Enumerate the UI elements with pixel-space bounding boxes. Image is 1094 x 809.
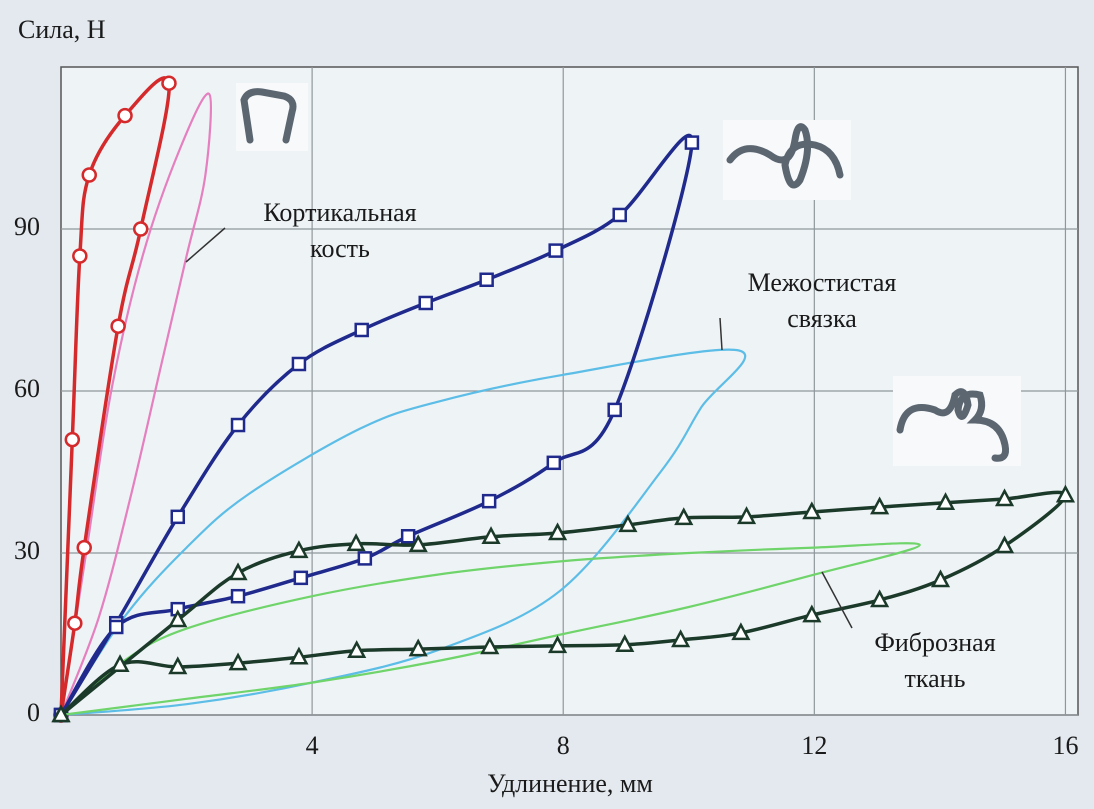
point xyxy=(76,539,92,556)
point xyxy=(479,272,494,288)
point xyxy=(671,629,691,648)
annotation: Межостистая xyxy=(748,268,897,297)
point xyxy=(347,640,367,658)
point xyxy=(481,526,501,545)
point xyxy=(870,496,890,515)
point xyxy=(731,622,751,641)
point xyxy=(607,402,622,418)
point xyxy=(289,646,309,665)
point xyxy=(293,570,309,586)
point xyxy=(548,243,563,258)
x-tick-label: 16 xyxy=(1052,731,1078,760)
point xyxy=(618,514,638,533)
y-tick-label: 0 xyxy=(27,698,40,727)
point xyxy=(480,636,500,655)
point xyxy=(547,522,568,541)
point xyxy=(228,652,248,671)
point xyxy=(168,609,188,628)
annotation: кость xyxy=(310,234,370,263)
annotation-leader xyxy=(719,317,723,351)
point xyxy=(674,507,694,526)
point xyxy=(230,588,246,604)
point xyxy=(346,533,366,552)
series-line xyxy=(59,92,212,716)
point xyxy=(400,529,416,544)
annotation: Фиброзная xyxy=(874,628,995,657)
point xyxy=(117,107,133,124)
annotation: Кортикальная xyxy=(263,198,416,227)
point xyxy=(132,221,149,237)
point xyxy=(546,455,562,471)
point xyxy=(64,431,81,448)
point xyxy=(481,493,497,509)
point xyxy=(228,562,248,581)
annotation: связка xyxy=(787,304,857,333)
series-line xyxy=(60,542,921,717)
point xyxy=(408,638,428,657)
point xyxy=(110,318,126,334)
y-axis-title: Сила, Н xyxy=(18,15,106,44)
point xyxy=(408,534,428,553)
annotation-leader xyxy=(821,571,853,629)
point xyxy=(291,356,307,372)
point xyxy=(994,535,1015,554)
y-tick-label: 60 xyxy=(14,374,40,403)
point xyxy=(289,540,309,559)
point xyxy=(110,654,130,673)
y-tick-label: 90 xyxy=(14,212,40,241)
point xyxy=(547,635,568,654)
x-tick-label: 12 xyxy=(801,731,827,760)
point xyxy=(354,322,369,338)
point xyxy=(161,75,177,91)
point xyxy=(81,167,97,183)
annotation-leader xyxy=(185,227,226,263)
point xyxy=(357,551,373,566)
point xyxy=(802,604,822,623)
y-tick-label: 30 xyxy=(14,536,40,565)
point xyxy=(51,704,71,723)
point xyxy=(615,634,635,653)
point xyxy=(935,492,956,511)
point xyxy=(170,509,186,525)
x-tick-label: 4 xyxy=(306,731,319,760)
point xyxy=(612,207,627,223)
icon-wire xyxy=(240,88,297,144)
x-axis-title: Удлинение, мм xyxy=(487,769,653,798)
icon-wire xyxy=(896,388,1009,462)
icon-wire xyxy=(726,123,844,189)
point xyxy=(418,295,433,311)
point xyxy=(736,506,757,525)
point xyxy=(930,569,951,588)
point xyxy=(684,135,700,150)
point xyxy=(108,619,124,635)
icons xyxy=(236,83,1021,466)
point xyxy=(67,615,83,631)
point xyxy=(72,248,88,264)
annotation: ткань xyxy=(905,664,966,693)
series-line xyxy=(60,348,747,717)
point xyxy=(168,656,188,675)
point xyxy=(1055,484,1076,503)
x-tick-label: 8 xyxy=(557,731,570,760)
point xyxy=(230,417,246,433)
point xyxy=(802,501,822,520)
point xyxy=(994,488,1015,507)
point xyxy=(870,589,890,608)
